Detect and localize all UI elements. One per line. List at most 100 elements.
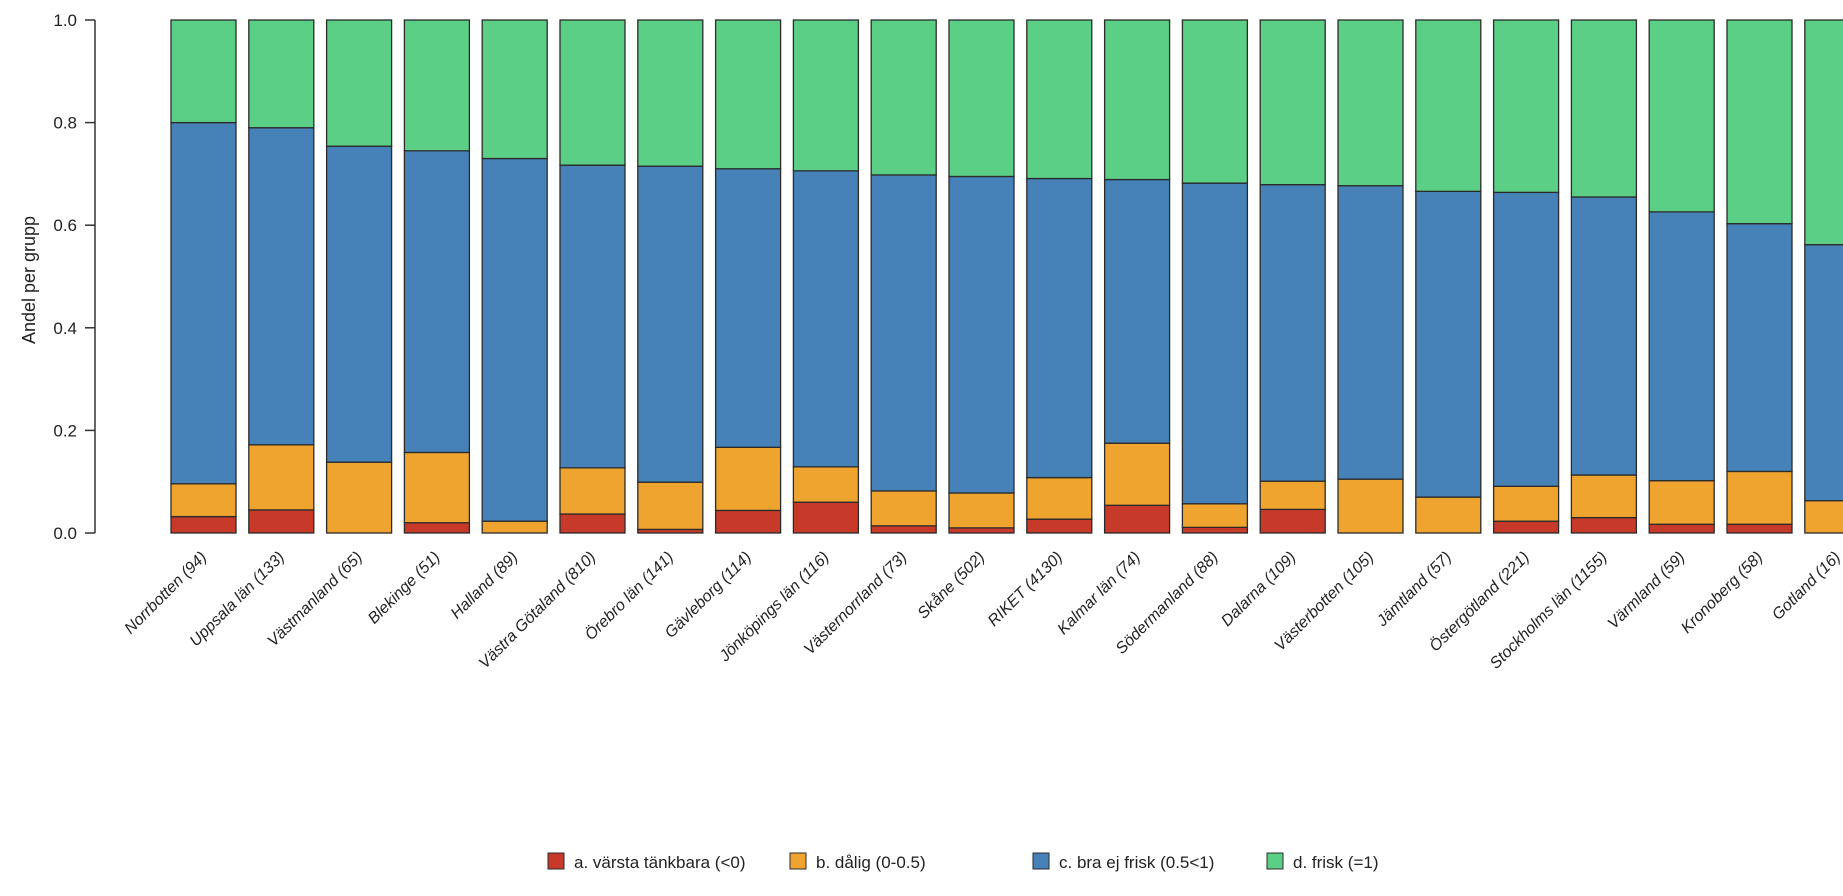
bar-stack: [1259, 19, 1326, 534]
bar-segment: [248, 127, 315, 446]
bar-segment: [792, 19, 860, 172]
bar-segment: [403, 19, 471, 152]
x-tick-label: Gotland (16): [1769, 549, 1843, 624]
bar-stack: [248, 19, 315, 534]
bar-segment: [1337, 19, 1404, 187]
bar-segment: [1648, 480, 1715, 525]
bar-segment: [948, 175, 1015, 494]
y-tick-label: 1.0: [53, 11, 77, 30]
bar-stack: [1337, 19, 1404, 534]
bar-segment: [1259, 184, 1326, 482]
legend-swatch: [1266, 852, 1284, 870]
x-tick-label: Kronoberg (58): [1678, 549, 1766, 637]
x-tick-label: Halland (89): [448, 549, 522, 623]
bar-segment: [1804, 244, 1843, 502]
bar-stack: [1648, 19, 1715, 534]
bar-segment: [1103, 19, 1171, 181]
bar-segment: [325, 19, 393, 147]
bar-segment: [1026, 476, 1093, 520]
bar-segment: [1337, 185, 1404, 480]
x-tick-label: Dalarna (109): [1218, 549, 1299, 630]
bar-stack: [870, 19, 937, 534]
bar-segment: [481, 19, 548, 160]
bar-segment: [403, 150, 471, 454]
bars: [170, 19, 1843, 534]
bar-segment: [1103, 504, 1171, 534]
bar-segment: [1415, 19, 1482, 192]
bar-stack: [1181, 19, 1249, 534]
bar-segment: [1103, 178, 1171, 444]
bar-segment: [792, 466, 860, 503]
bar-stack: [1492, 19, 1560, 534]
bar-segment: [948, 492, 1015, 529]
bar-segment: [1726, 523, 1793, 534]
legend-item: d. frisk (=1): [1266, 852, 1379, 872]
bar-segment: [1570, 19, 1638, 198]
bar-stack: [1026, 19, 1093, 534]
bar-segment: [792, 170, 860, 468]
legend-item: b. dålig (0-0.5): [789, 852, 926, 872]
bar-stack: [403, 19, 471, 534]
bar-segment: [714, 509, 782, 534]
legend-label: d. frisk (=1): [1293, 853, 1379, 872]
bar-stack: [1103, 19, 1171, 534]
bar-segment: [403, 522, 471, 534]
bar-segment: [1648, 211, 1715, 482]
bar-segment: [948, 527, 1015, 534]
bar-segment: [170, 483, 237, 518]
x-axis: Norrbotten (94)Uppsala län (133)Västmanl…: [122, 548, 1843, 672]
legend: a. värsta tänkbara (<0) b. dålig (0-0.5) c…: [547, 852, 1379, 872]
bar-segment: [1181, 182, 1249, 505]
bar-segment: [1026, 177, 1093, 479]
bar-segment: [559, 513, 626, 534]
bar-stack: [714, 19, 782, 534]
y-tick-label: 0.6: [53, 216, 77, 235]
y-tick-label: 0.0: [53, 524, 77, 543]
bar-stack: [637, 19, 704, 534]
bar-segment: [248, 444, 315, 511]
bar-stack: [1726, 19, 1793, 534]
x-tick-label: Blekinge (51): [365, 549, 444, 628]
bar-segment: [1648, 523, 1715, 534]
bar-segment: [1492, 19, 1560, 194]
bar-stack: [325, 19, 393, 534]
bar-segment: [1415, 496, 1482, 534]
y-tick-label: 0.2: [53, 421, 77, 440]
bar-segment: [403, 451, 471, 524]
bar-segment: [1492, 191, 1560, 487]
y-tick-label: 0.8: [53, 114, 77, 133]
bar-stack: [948, 19, 1015, 534]
bar-segment: [248, 19, 315, 129]
bar-segment: [714, 19, 782, 170]
bar-segment: [325, 145, 393, 463]
bar-segment: [325, 461, 393, 534]
y-axis: 0.0 0.2 0.4 0.6 0.8 1.0: [53, 11, 96, 543]
y-tick-label: 0.4: [53, 319, 77, 338]
bar-segment: [1570, 474, 1638, 519]
bar-segment: [948, 19, 1015, 178]
bar-stack: [559, 19, 626, 534]
x-tick-label: Jämtland (57): [1373, 549, 1455, 631]
legend-swatch: [789, 852, 807, 870]
bar-segment: [1804, 19, 1843, 246]
legend-item: c. bra ej frisk (0.5<1): [1032, 852, 1214, 872]
x-tick-label: Skåne (502): [914, 548, 988, 622]
bar-segment: [792, 501, 860, 534]
bar-segment: [481, 520, 548, 534]
bar-segment: [637, 481, 704, 531]
bar-stack: [481, 19, 548, 534]
bar-segment: [170, 515, 237, 534]
x-tick-label: Norrbotten (94): [122, 549, 211, 638]
bar-segment: [637, 19, 704, 167]
bar-segment: [1026, 19, 1093, 180]
bar-segment: [1181, 526, 1249, 534]
bar-stack: [170, 19, 237, 534]
bar-segment: [559, 467, 626, 515]
bar-segment: [637, 165, 704, 483]
legend-label: a. värsta tänkbara (<0): [574, 853, 746, 872]
bar-segment: [1570, 196, 1638, 476]
bar-segment: [1492, 520, 1560, 534]
bar-segment: [870, 525, 937, 534]
bar-segment: [559, 19, 626, 166]
